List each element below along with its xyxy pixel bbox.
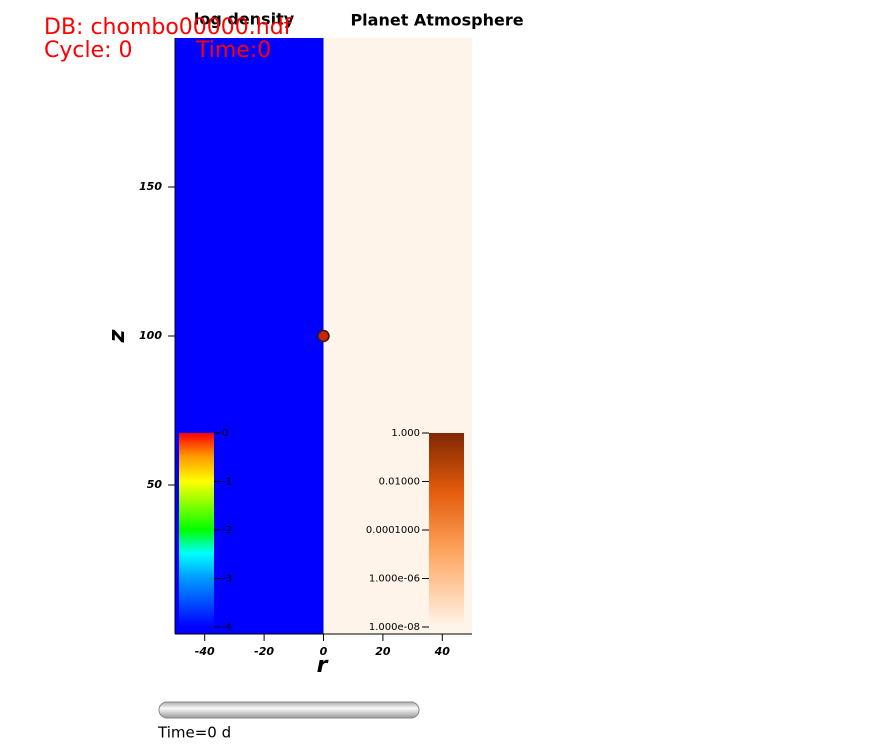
x-tick-label: 0	[320, 645, 328, 658]
colorbar	[429, 433, 464, 627]
y-axis-label: z	[105, 329, 130, 343]
x-tick-label: -40	[195, 645, 215, 658]
colorbar-label: 0.01000	[379, 477, 420, 488]
slider-label: Time=0 d	[157, 724, 231, 742]
colorbar-label: 1.000	[391, 428, 420, 439]
marker	[317, 329, 330, 343]
colorbar-label: 0.0001000	[366, 525, 420, 536]
colorbar-label: 1.000e-08	[369, 622, 420, 633]
y-tick-label: 100	[139, 329, 162, 342]
colorbar	[179, 433, 214, 627]
colorbar-label: 1.000e-06	[369, 574, 420, 585]
colorbar-label: -1	[222, 477, 232, 488]
colorbar-label: 0	[222, 428, 228, 439]
plot: -40 -20 0 20 40 50 100 150 0 -1 -2 -3 -4 1.000 0.01000…	[139, 38, 472, 658]
y-tick-label: 50	[147, 478, 163, 491]
x-tick-label: 20	[375, 645, 391, 658]
y-tick-label: 150	[139, 180, 162, 193]
time-label: Time:0	[195, 38, 271, 63]
time-slider[interactable]	[158, 701, 420, 719]
x-tick-label: -20	[254, 645, 274, 658]
cycle-label: Cycle: 0	[44, 38, 133, 63]
x-tick-label: 40	[434, 645, 451, 658]
colorbar-label: -4	[222, 622, 232, 633]
plot-title: Planet Atmosphere	[350, 11, 523, 30]
db-label: DB: chombo00000.hdf	[44, 15, 293, 40]
plot-title: log density	[194, 10, 295, 29]
x-axis-label: r	[317, 653, 329, 678]
colorbar-label: -2	[222, 525, 232, 536]
colorbar-label: -3	[222, 574, 232, 585]
